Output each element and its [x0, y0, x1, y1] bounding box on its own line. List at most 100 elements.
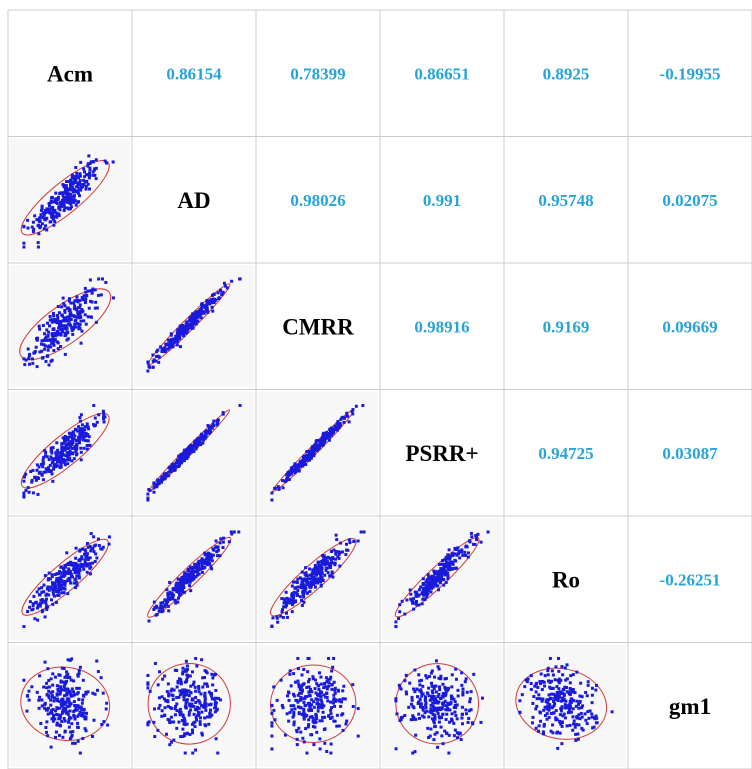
scatter-point [48, 315, 52, 319]
scatter-point [194, 701, 198, 705]
scatter-point [451, 560, 455, 564]
scatter-point [201, 685, 205, 689]
scatter-point [460, 683, 464, 687]
scatter-point [339, 550, 343, 554]
scatter-point [561, 714, 565, 718]
scatter-point [197, 690, 201, 694]
scatter-point [439, 567, 443, 571]
scatter-point [196, 573, 200, 577]
scatter-point [433, 716, 437, 720]
scatter-point [87, 306, 91, 310]
scatter-point [550, 692, 554, 696]
scatter-point [69, 324, 73, 328]
scatter-point [66, 571, 70, 575]
scatter-point [432, 706, 436, 710]
scatter-point [446, 706, 450, 710]
scatter-point [52, 319, 56, 323]
scatter-point [56, 689, 60, 693]
scatter-point [91, 287, 95, 291]
scatter-point [84, 290, 88, 294]
scatter-point [212, 301, 216, 305]
scatter-point [321, 715, 325, 719]
scatter-point [317, 704, 321, 708]
scatter-point [525, 680, 529, 684]
scatter-point [442, 577, 446, 581]
scatter-point [95, 420, 99, 424]
scatter-point [62, 191, 66, 195]
scatter-point [318, 690, 322, 694]
scatter-point [49, 446, 53, 450]
scatter-point [63, 463, 67, 467]
scatter-point [306, 680, 310, 684]
scatter-point [56, 455, 60, 459]
scatter-point [412, 597, 416, 601]
scatter-point [216, 291, 220, 295]
scatter-point [111, 160, 115, 164]
scatter-point [425, 578, 429, 582]
scatter-point [423, 711, 427, 715]
scatter-point [50, 472, 54, 476]
scatter-point [54, 197, 58, 201]
scatter-point [51, 311, 55, 315]
scatter-point [46, 734, 50, 738]
scatter-point [54, 200, 58, 204]
scatter-point [61, 735, 65, 739]
variable-label: PSRR+ [405, 441, 478, 466]
scatter-point [41, 211, 45, 215]
scatter-point [93, 423, 97, 427]
scatter-point [82, 694, 86, 698]
scatter-point [37, 587, 41, 591]
scatter-point [191, 444, 195, 448]
scatter-point [305, 591, 309, 595]
scatter-point [36, 606, 40, 610]
scatter-point [291, 715, 295, 719]
confidence-ellipse [515, 667, 608, 740]
scatter-point [195, 708, 199, 712]
scatter-point [316, 566, 320, 570]
scatter-point [48, 207, 52, 211]
scatter-point [418, 679, 422, 683]
scatter-point [181, 583, 185, 587]
scatter-point [60, 579, 64, 583]
scatter-point [544, 700, 548, 704]
scatter-point [518, 699, 522, 703]
scatter-point [72, 567, 76, 571]
scatter-point [312, 582, 316, 586]
scatter-point [92, 535, 96, 539]
scatter-point [418, 705, 422, 709]
scatter-point [535, 697, 539, 701]
scatter-point [180, 461, 184, 465]
scatter-point [67, 725, 71, 729]
scatter-point [203, 304, 207, 308]
scatter-point [174, 704, 178, 708]
scatter-point [45, 354, 49, 358]
scatter-point [563, 716, 567, 720]
scatter-panel [506, 644, 626, 767]
scatter-point [320, 703, 324, 707]
scatter-point [194, 695, 198, 699]
scatter-point [97, 277, 101, 281]
scatter-point [45, 604, 49, 608]
scatter-point [78, 326, 82, 330]
scatter-point [27, 356, 31, 360]
scatter-point [209, 692, 213, 696]
scatter-point [467, 716, 471, 720]
scatter-point [340, 713, 344, 717]
scatter-point [540, 688, 544, 692]
scatter-point [547, 708, 551, 712]
scatter-point [155, 604, 159, 608]
scatter-point [66, 306, 70, 310]
scatter-point [55, 441, 59, 445]
scatter-point [146, 674, 150, 678]
scatter-point [326, 435, 330, 439]
scatter-point [70, 198, 74, 202]
scatter-point [330, 715, 334, 719]
scatter-point [314, 697, 318, 701]
scatter-point [83, 548, 87, 552]
scatter-point [215, 708, 219, 712]
scatter-point [95, 306, 99, 310]
scatter-point [435, 579, 439, 583]
scatter-point [69, 581, 73, 585]
scatter-point [414, 590, 418, 594]
scatter-point [27, 490, 31, 494]
